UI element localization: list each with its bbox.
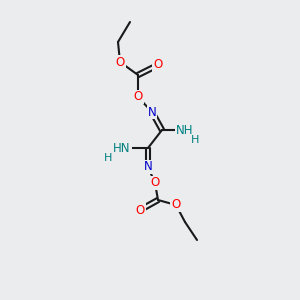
- Text: NH: NH: [176, 124, 194, 136]
- Text: O: O: [150, 176, 160, 190]
- Text: H: H: [104, 153, 112, 163]
- Text: N: N: [148, 106, 156, 118]
- Text: O: O: [153, 58, 163, 71]
- Text: O: O: [171, 199, 181, 212]
- Text: O: O: [135, 203, 145, 217]
- Text: N: N: [144, 160, 152, 173]
- Text: H: H: [191, 135, 199, 145]
- Text: O: O: [134, 91, 142, 103]
- Text: HN: HN: [113, 142, 131, 154]
- Text: O: O: [116, 56, 124, 68]
